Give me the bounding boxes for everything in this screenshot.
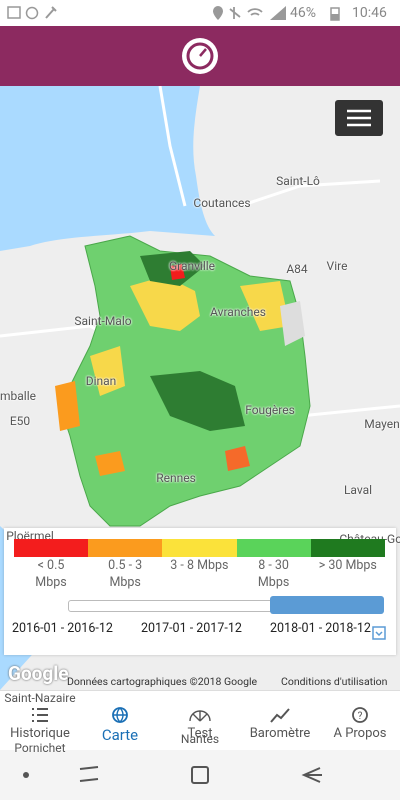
status-icons-right — [213, 6, 286, 20]
nav-icon: ? — [352, 707, 368, 723]
map-label: A84 — [286, 262, 308, 276]
nav-label: Historique — [10, 726, 70, 741]
nav-tab[interactable]: Historique — [0, 690, 80, 750]
map-label: Mayen — [364, 417, 400, 431]
legend-swatch — [236, 539, 312, 557]
map-label: Granville — [168, 259, 216, 273]
map-attribution: Données cartographiques ©2018 Google — [67, 675, 258, 688]
svg-text:?: ? — [358, 711, 363, 722]
nav-label: Baromètre — [249, 726, 311, 741]
map-terms[interactable]: Conditions d'utilisation — [281, 675, 388, 688]
map-label: Fougères — [245, 403, 295, 417]
legend-swatch — [88, 539, 163, 557]
nav-label: A Propos — [333, 726, 387, 741]
legend-label: > 30 Mbps — [318, 558, 377, 573]
legend-label: 0.5 - 3 — [108, 558, 143, 573]
nav-tab[interactable]: ? A Propos — [320, 690, 400, 750]
map-label: Rennes — [156, 471, 196, 485]
map-label: Saint-Lô — [276, 174, 320, 188]
menu-button[interactable] — [335, 100, 383, 136]
system-nav-bar — [0, 750, 400, 800]
slider-track[interactable] — [68, 600, 275, 612]
nav-label: Carte — [101, 726, 139, 744]
legend-label: 8 - 30 — [258, 558, 289, 573]
dropdown-icon[interactable] — [372, 626, 386, 640]
nav-tab[interactable]: Carte — [80, 690, 160, 750]
map-label: Saint-Nazaire — [4, 691, 76, 705]
legend-label: 3 - 8 Mbps — [170, 558, 229, 573]
status-icons — [7, 6, 57, 20]
nav-icon — [270, 708, 290, 723]
map-label: Dinan — [85, 374, 117, 388]
nav-tab[interactable]: Baromètre — [240, 690, 320, 750]
slider-selected[interactable] — [270, 596, 384, 614]
period-label[interactable]: 2017-01 - 2017-12 — [141, 621, 242, 636]
legend-swatch — [310, 539, 386, 557]
legend-swatch — [162, 539, 237, 557]
map-label: Avranches — [210, 305, 266, 319]
clock: 10:46 — [352, 5, 387, 21]
map-label: Coutances — [193, 196, 251, 210]
google-logo: Google — [8, 662, 69, 685]
legend-label: Mbps — [35, 575, 67, 590]
app-logo — [182, 38, 218, 74]
app-header — [0, 26, 400, 86]
map-label: E50 — [9, 414, 31, 428]
nav-icon — [32, 708, 48, 722]
map-label: Saint-Malo — [74, 314, 132, 328]
nav-icon — [189, 710, 211, 722]
nav-tab[interactable]: Test — [160, 690, 240, 750]
map-label: Nantes — [180, 732, 220, 746]
battery-text: 46% — [290, 5, 316, 21]
nav-icon — [112, 707, 128, 723]
legend-label: Mbps — [109, 575, 141, 590]
legend-swatch — [14, 539, 89, 557]
period-label[interactable]: 2018-01 - 2018-12 — [270, 621, 371, 636]
legend-label: Mbps — [257, 575, 290, 590]
map-label: Vire — [326, 259, 348, 273]
map-label: Pornichet — [14, 741, 66, 755]
period-label[interactable]: 2016-01 - 2016-12 — [12, 621, 113, 636]
battery-icon — [330, 7, 340, 21]
nav-label: Test — [187, 726, 213, 741]
status-bar: 46% 10:46 — [0, 0, 400, 26]
map-label: mballe — [0, 389, 36, 403]
map-label: Laval — [343, 483, 373, 497]
legend-label: < 0.5 — [37, 558, 65, 573]
